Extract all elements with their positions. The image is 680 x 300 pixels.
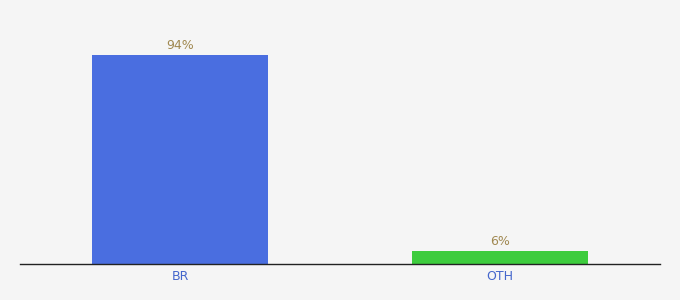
Text: 94%: 94% — [167, 39, 194, 52]
Text: 6%: 6% — [490, 235, 510, 248]
Bar — [412, 251, 588, 264]
Bar — [92, 55, 268, 264]
